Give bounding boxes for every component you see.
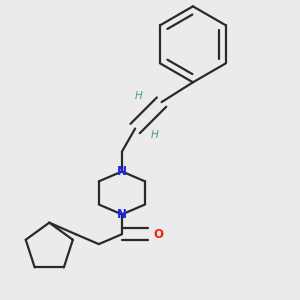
- Text: H: H: [151, 130, 159, 140]
- Text: N: N: [117, 208, 127, 221]
- Text: N: N: [117, 165, 127, 178]
- Text: O: O: [153, 228, 163, 241]
- Text: H: H: [135, 91, 142, 100]
